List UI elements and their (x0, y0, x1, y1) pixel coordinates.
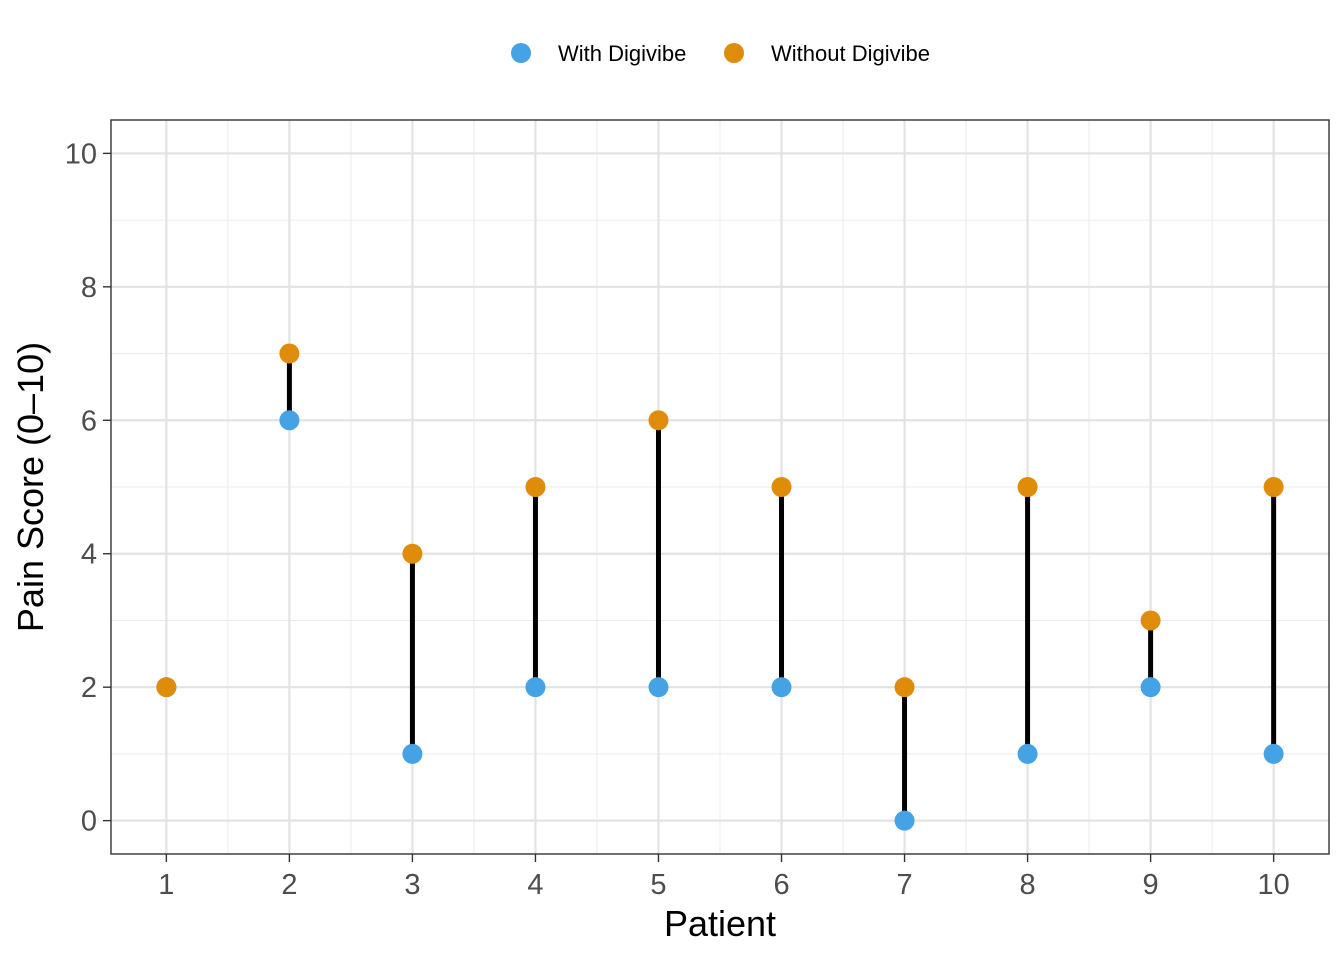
point-with-digivibe (279, 410, 300, 431)
y-tick-label: 6 (81, 405, 97, 437)
legend: With Digivibe Without Digivibe (511, 41, 930, 66)
legend-label-without-digivibe: Without Digivibe (771, 41, 930, 66)
y-tick-label: 10 (65, 138, 97, 170)
point-without-digivibe (771, 477, 792, 497)
point-with-digivibe (1017, 743, 1038, 764)
point-with-digivibe (771, 677, 792, 698)
point-without-digivibe (156, 677, 177, 698)
point-without-digivibe (648, 410, 669, 431)
grid-minor (111, 120, 1329, 854)
plot-panel-border (110, 119, 1330, 855)
point-without-digivibe (1263, 477, 1284, 497)
x-tick-label: 3 (404, 869, 420, 901)
x-tick-label: 7 (896, 869, 912, 901)
y-tick-label: 4 (81, 539, 97, 571)
point-without-digivibe (1140, 610, 1161, 631)
legend-marker-without-digivibe (724, 43, 744, 63)
connector-lines (286, 353, 1277, 821)
point-without-digivibe (1017, 477, 1038, 497)
x-tick-label: 1 (158, 869, 174, 901)
x-tick-label: 4 (527, 869, 543, 901)
x-axis-title: Patient (664, 903, 776, 944)
point-without-digivibe (279, 343, 300, 364)
y-tick-label: 8 (81, 272, 97, 304)
x-tick-label: 2 (281, 869, 297, 901)
legend-label-with-digivibe: With Digivibe (558, 41, 686, 66)
y-axis-ticks: 0 2 4 6 8 10 (65, 138, 111, 838)
point-with-digivibe (894, 810, 915, 831)
x-tick-label: 9 (1143, 869, 1159, 901)
point-without-digivibe (894, 677, 915, 698)
point-without-digivibe (525, 477, 546, 497)
legend-marker-with-digivibe (511, 43, 531, 63)
x-tick-label: 10 (1258, 869, 1290, 901)
point-with-digivibe (525, 677, 546, 698)
x-axis-ticks: 1 2 3 4 5 6 7 8 9 10 (158, 854, 1290, 901)
point-with-digivibe (648, 677, 669, 698)
y-tick-label: 0 (81, 806, 97, 838)
data-points (156, 343, 1284, 831)
y-axis-title: Pain Score (0–10) (10, 342, 51, 632)
x-tick-label: 6 (773, 869, 789, 901)
point-without-digivibe (402, 543, 423, 564)
point-with-digivibe (402, 743, 423, 764)
x-tick-label: 8 (1020, 869, 1036, 901)
point-with-digivibe (1140, 677, 1161, 698)
y-tick-label: 2 (81, 672, 97, 704)
x-tick-label: 5 (650, 869, 666, 901)
point-with-digivibe (1263, 743, 1284, 764)
